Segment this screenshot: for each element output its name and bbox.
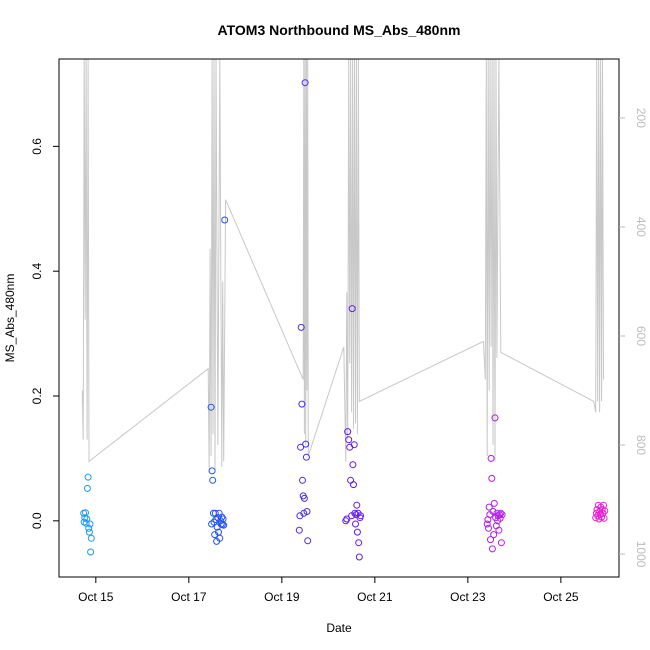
data-point bbox=[489, 508, 497, 515]
data-point bbox=[85, 524, 93, 532]
data-point bbox=[297, 443, 305, 451]
data-point bbox=[297, 323, 305, 331]
data-point bbox=[209, 476, 217, 484]
x-axis-label: Date bbox=[326, 621, 352, 635]
data-point bbox=[487, 454, 495, 462]
points-layer bbox=[80, 79, 609, 561]
data-point bbox=[488, 545, 496, 553]
x-tick-label: Oct 25 bbox=[543, 590, 579, 604]
data-point bbox=[303, 508, 311, 515]
y-tick-label: 0.6 bbox=[30, 138, 44, 155]
data-point bbox=[84, 473, 92, 481]
data-point bbox=[218, 513, 226, 521]
data-point bbox=[300, 494, 308, 502]
y-axis-label: MS_Abs_480nm bbox=[3, 274, 17, 363]
data-point bbox=[302, 440, 310, 448]
data-point bbox=[87, 534, 95, 542]
data-point bbox=[490, 499, 498, 507]
x-tick-label: Oct 21 bbox=[357, 590, 393, 604]
data-point bbox=[82, 509, 89, 517]
x-tick-label: Oct 19 bbox=[264, 590, 300, 604]
data-point bbox=[207, 403, 215, 411]
data-point bbox=[216, 534, 224, 542]
data-point bbox=[483, 520, 491, 528]
data-point bbox=[212, 516, 220, 524]
data-point bbox=[304, 537, 312, 545]
data-point bbox=[86, 520, 94, 528]
data-point bbox=[347, 476, 355, 484]
y-axis: 0.0 0.2 0.4 0.6 bbox=[30, 138, 59, 529]
secondary-line-layer bbox=[81, 59, 604, 473]
y2-tick-label: 800 bbox=[634, 435, 648, 455]
data-point bbox=[343, 515, 351, 523]
data-point bbox=[350, 481, 357, 489]
y2-tick-label: 600 bbox=[634, 326, 648, 346]
data-point bbox=[496, 511, 503, 519]
data-point bbox=[485, 524, 492, 532]
data-point bbox=[85, 528, 93, 536]
data-point bbox=[298, 400, 306, 408]
data-point bbox=[496, 514, 504, 522]
data-point bbox=[497, 539, 505, 547]
data-point bbox=[208, 467, 216, 475]
data-point bbox=[353, 528, 361, 536]
plot-frame bbox=[58, 58, 620, 578]
x-tick-label: Oct 17 bbox=[171, 590, 207, 604]
x-axis: Oct 15 Oct 17 Oct 19 Oct 21 Oct 23 Oct 25 bbox=[78, 577, 579, 604]
data-point bbox=[87, 548, 95, 556]
data-point bbox=[351, 509, 359, 517]
data-point bbox=[295, 526, 303, 534]
secondary-y-axis: 200 400 600 800 1000 bbox=[619, 108, 648, 568]
data-point bbox=[485, 503, 493, 511]
data-point bbox=[353, 501, 361, 509]
y-tick-label: 0.4 bbox=[30, 263, 44, 280]
data-point bbox=[498, 511, 506, 519]
data-point bbox=[495, 526, 503, 534]
data-point bbox=[345, 436, 353, 444]
data-point bbox=[601, 507, 609, 515]
data-point bbox=[83, 515, 91, 523]
y-tick-label: 0.2 bbox=[30, 387, 44, 404]
data-point bbox=[220, 521, 228, 529]
x-tick-label: Oct 15 bbox=[78, 590, 114, 604]
data-point bbox=[352, 520, 359, 528]
data-point bbox=[488, 474, 496, 482]
data-point bbox=[497, 509, 505, 517]
data-point bbox=[83, 484, 91, 492]
data-point bbox=[344, 428, 352, 436]
data-point bbox=[355, 553, 363, 561]
data-point bbox=[299, 476, 306, 484]
y-tick-label: 0.0 bbox=[30, 512, 44, 529]
data-point bbox=[357, 512, 365, 520]
data-point bbox=[491, 414, 499, 422]
data-point bbox=[349, 461, 357, 469]
y2-tick-label: 200 bbox=[634, 108, 648, 128]
x-tick-label: Oct 23 bbox=[450, 590, 486, 604]
data-point bbox=[221, 216, 229, 224]
data-point bbox=[301, 79, 309, 87]
data-point bbox=[355, 539, 363, 547]
data-point bbox=[348, 305, 356, 313]
data-point bbox=[350, 441, 358, 449]
data-point bbox=[487, 536, 494, 544]
data-point bbox=[600, 514, 608, 522]
chart-title: ATOM3 Northbound MS_Abs_480nm bbox=[218, 22, 461, 38]
y2-tick-label: 400 bbox=[634, 217, 648, 237]
data-point bbox=[302, 453, 310, 461]
data-point bbox=[490, 531, 498, 539]
secondary-series-line bbox=[81, 59, 604, 473]
y2-tick-label: 1000 bbox=[634, 541, 648, 568]
